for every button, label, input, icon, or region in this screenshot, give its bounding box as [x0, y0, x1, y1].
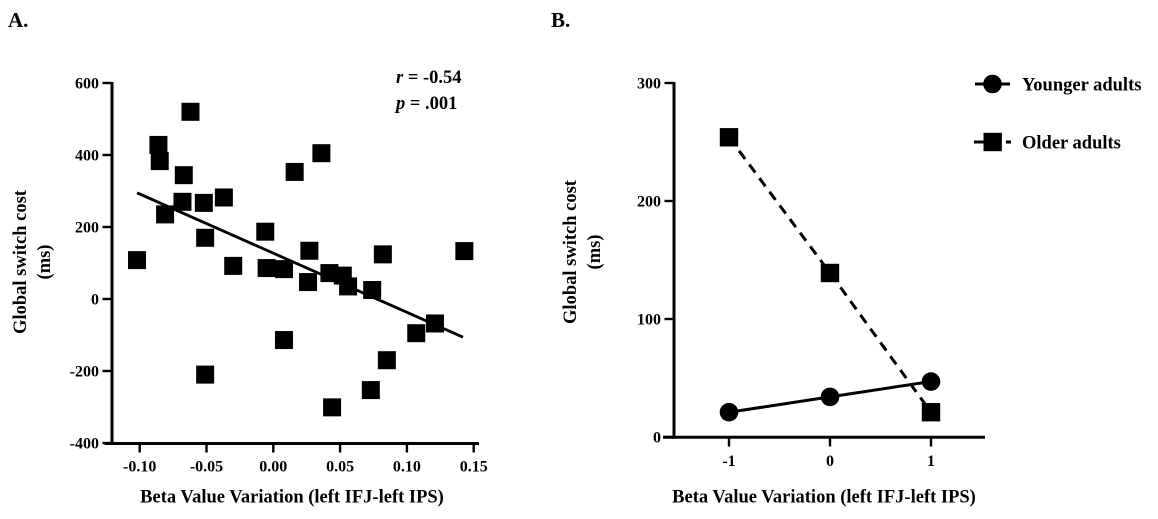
scatter-point [196, 365, 215, 384]
older-adults-point [921, 403, 941, 422]
panel-a-y-axis-units: (ms) [35, 245, 55, 280]
x-tick-label: 0.05 [326, 459, 354, 476]
scatter-point [300, 241, 319, 260]
scatter-point [361, 381, 380, 400]
regression-line [136, 191, 464, 339]
scatter-point [224, 256, 243, 275]
y-tick-label: 200 [75, 220, 99, 237]
panel-b-label: B. [551, 8, 571, 32]
panel-a-y-axis-label: Global switch cost [11, 189, 31, 334]
x-tick-label: 0.00 [259, 459, 287, 476]
y-tick-label: 200 [637, 194, 661, 211]
legend-older-adults-marker [983, 132, 1002, 152]
y-tick-label: 0 [91, 292, 99, 309]
scatter-point [274, 260, 293, 279]
x-tick-label: 1 [927, 453, 935, 470]
legend-younger-adults-marker [983, 74, 1002, 94]
panel-a-label: A. [8, 8, 29, 32]
x-tick-label: -0.10 [123, 459, 156, 476]
older-adults-line [727, 136, 933, 414]
scatter-point [407, 324, 426, 343]
older-adults-point [719, 128, 739, 147]
scatter-point [312, 144, 331, 163]
scatter-point [274, 331, 293, 350]
annotation-r: r = -0.54 [396, 68, 462, 88]
y-tick-label: -200 [70, 364, 99, 381]
y-tick-label: 400 [75, 148, 99, 165]
scatter-point [299, 273, 318, 292]
y-tick-label: 600 [75, 76, 99, 93]
annotation-p: p = .001 [394, 94, 457, 114]
scatter-point [285, 162, 304, 181]
panel-a-x-axis-label: Beta Value Variation (left IFJ-left IPS) [140, 488, 444, 508]
younger-adults-point [820, 387, 840, 407]
scatter-point [181, 102, 200, 121]
y-tick-label: 300 [637, 76, 661, 93]
older-adults-point [820, 263, 840, 283]
legend-older-adults-label: Older adults [1022, 134, 1121, 154]
scatter-point [156, 205, 175, 224]
panel-a-chart: -0.10 -0.05 0.00 0.05 0.10 0.15 -400 -200 0 200 40… [11, 68, 488, 508]
x-tick-label: 0.10 [393, 459, 421, 476]
scatter-point [323, 398, 342, 417]
x-tick-label: -1 [722, 453, 735, 470]
legend-younger-adults-label: Younger adults [1022, 76, 1141, 96]
scatter-point [194, 193, 213, 212]
scatter-point [128, 251, 147, 270]
scatter-point [196, 228, 215, 247]
scatter-point [214, 188, 233, 207]
scatter-point [257, 259, 276, 278]
scatter-point [174, 166, 193, 185]
scatter-point [149, 135, 168, 154]
scatter-point [373, 245, 392, 264]
panel-b-x-axis-label: Beta Value Variation (left IFJ-left IPS) [672, 488, 976, 508]
x-tick-label: 0.15 [460, 459, 488, 476]
y-tick-label: -400 [70, 436, 99, 453]
scatter-point [150, 152, 169, 171]
x-tick-label: -0.05 [190, 459, 223, 476]
x-tick-label: 0 [826, 453, 834, 470]
scatter-point [173, 192, 192, 211]
scatter-point [455, 242, 474, 261]
panel-b-y-axis-units: (ms) [585, 235, 605, 270]
scatter-point [377, 351, 396, 370]
panel-b-y-axis-label: Global switch cost [561, 179, 581, 324]
younger-adults-point [719, 402, 739, 422]
y-tick-label: 0 [653, 430, 661, 447]
y-tick-label: 100 [637, 312, 661, 329]
younger-adults-point [921, 372, 941, 391]
scatter-point [256, 222, 275, 241]
legend: Younger adults Older adults [974, 74, 1141, 154]
panel-b-chart: -1 0 1 0 100 200 300 Beta Value Variation (left… [561, 74, 1141, 508]
